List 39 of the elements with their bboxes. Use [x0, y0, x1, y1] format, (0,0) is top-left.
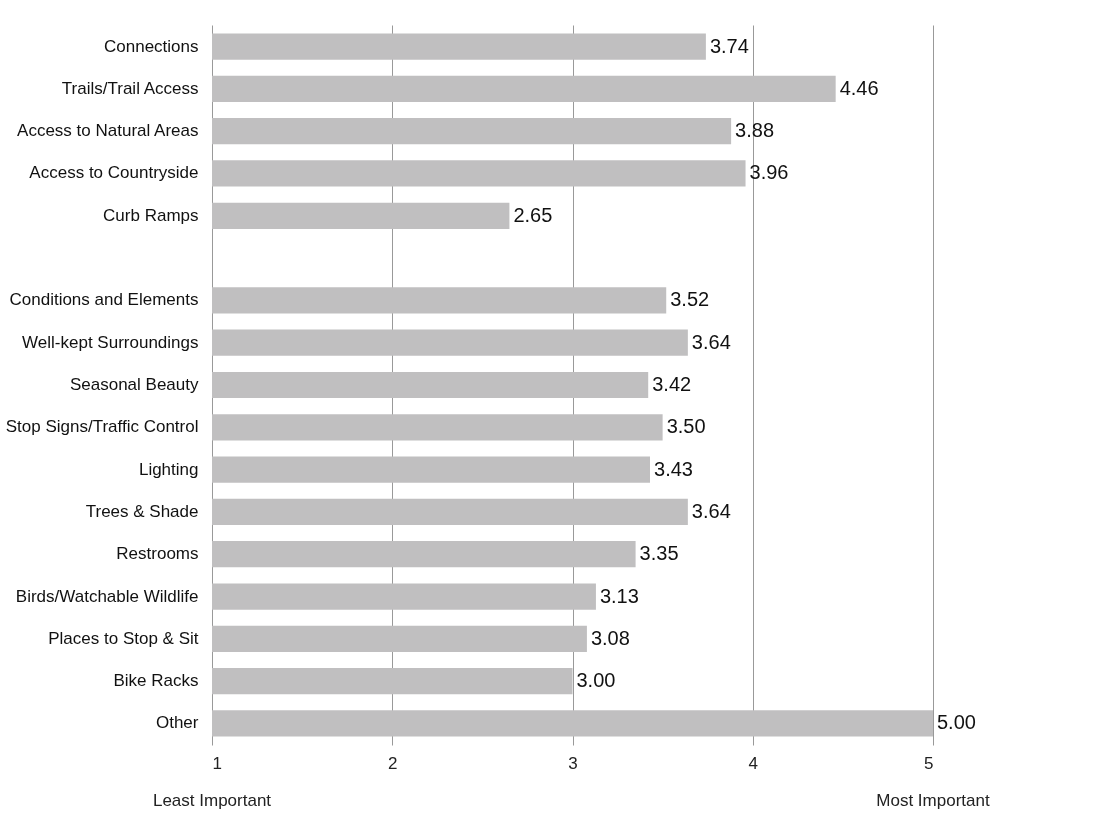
- y-tick-label: Bike Racks: [113, 671, 199, 691]
- y-tick-label: Other: [155, 713, 199, 733]
- y-tick-label: Conditions and Elements: [9, 290, 199, 310]
- x-tick-label: 3: [568, 753, 578, 773]
- y-tick-label: Places to Stop & Sit: [48, 628, 199, 648]
- data-label: 3.13: [599, 584, 639, 607]
- y-tick-label: Trails/Trail Access: [61, 78, 199, 98]
- y-tick-label: Access to Countryside: [29, 163, 199, 183]
- x-tick-label: 4: [748, 753, 758, 773]
- y-tick-label: Birds/Watchable Wildlife: [15, 586, 199, 606]
- data-label: 3.96: [749, 161, 789, 184]
- y-tick-label: Curb Ramps: [103, 205, 199, 225]
- data-label: 3.00: [576, 669, 616, 692]
- y-tick-label: Trees & Shade: [85, 501, 199, 521]
- data-label: 3.35: [639, 542, 679, 565]
- y-tick-label: Connections: [103, 36, 199, 56]
- data-label: 3.64: [691, 499, 731, 522]
- y-tick-label: Well-kept Surroundings: [22, 332, 199, 352]
- x-tick-label: 1: [212, 753, 222, 773]
- data-label: 3.43: [654, 457, 693, 480]
- y-tick-label: Seasonal Beauty: [69, 375, 199, 394]
- x-tick-label: 2: [388, 753, 398, 773]
- data-label: 3.88: [735, 119, 775, 142]
- data-label: 5.00: [937, 711, 976, 734]
- data-label: 3.74: [709, 34, 749, 57]
- text: Most Important: [876, 791, 990, 810]
- data-label: 3.64: [691, 330, 731, 353]
- data-label: 3.42: [652, 373, 692, 395]
- y-tick-label: Stop Signs/Traffic Control: [5, 417, 199, 437]
- data-label: 3.08: [590, 626, 630, 649]
- y-tick-label: Restrooms: [116, 544, 199, 564]
- y-tick-label: Lighting: [138, 459, 199, 479]
- text: Least Important: [152, 791, 272, 810]
- data-label: 2.65: [513, 203, 553, 226]
- data-label: 3.50: [666, 415, 706, 438]
- data-label: 4.46: [839, 76, 879, 99]
- y-tick-label: Access to Natural Areas: [17, 121, 199, 141]
- x-tick-label: 5: [924, 753, 934, 773]
- data-label: 3.52: [670, 288, 710, 311]
